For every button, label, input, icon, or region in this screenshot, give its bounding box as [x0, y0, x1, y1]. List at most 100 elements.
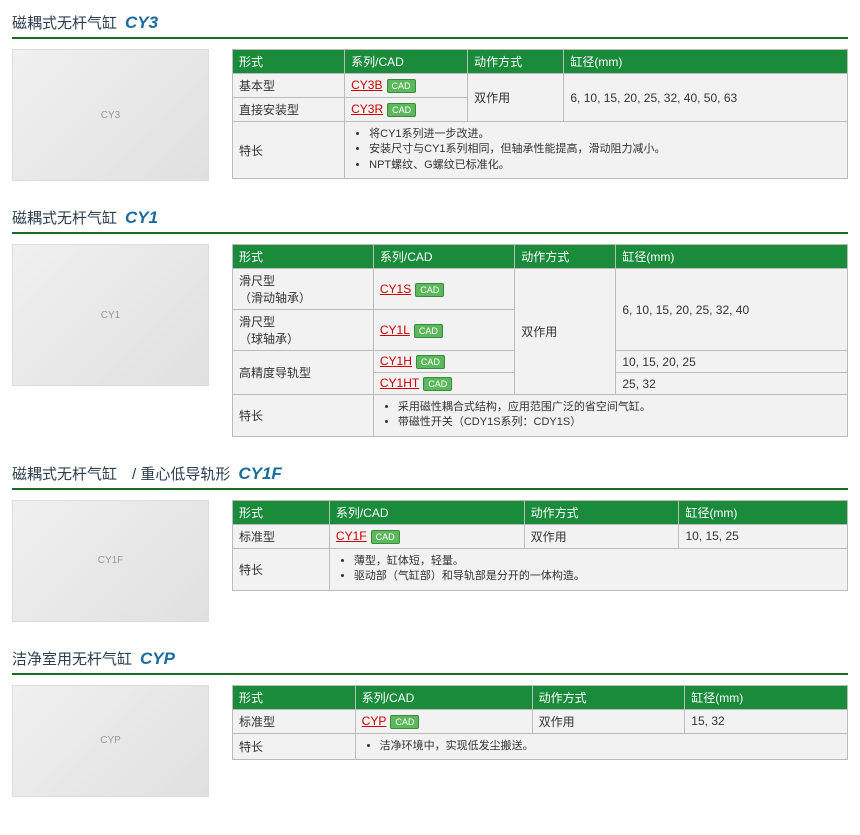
series-cell: CY1F CAD: [329, 524, 524, 548]
title-model: CY3: [125, 13, 158, 32]
column-header: 系列/CAD: [373, 245, 514, 269]
series-link[interactable]: CY3R: [351, 102, 383, 116]
bore-cell: 25, 32: [616, 373, 848, 395]
table-row: 滑尺型（滑动轴承）CY1SCAD双作用6, 10, 15, 20, 25, 32…: [233, 269, 848, 310]
column-header: 形式: [233, 500, 330, 524]
product-image: CY1F: [12, 500, 222, 622]
features-row: 特长薄型，缸体短，轻量。驱动部（气缸部）和导轨部是分开的一体构造。: [233, 548, 848, 590]
section-title: 洁净室用无杆气缸CYP: [12, 648, 848, 675]
column-header: 系列/CAD: [329, 500, 524, 524]
type-cell: 直接安装型: [233, 98, 345, 122]
series-cell: CY1S CAD: [373, 269, 514, 310]
action-cell: 双作用: [468, 74, 564, 122]
feature-item: 薄型，缸体短，轻量。: [354, 554, 841, 569]
product-section: 磁耦式无杆气缸CY3CY3形式系列/CAD动作方式缸径(mm)基本型CY3BCA…: [12, 12, 848, 181]
feature-item: 安装尺寸与CY1系列相同，但轴承性能提高，滑动阻力减小。: [369, 142, 841, 157]
column-header: 形式: [233, 50, 345, 74]
features-label: 特长: [233, 122, 345, 179]
cad-badge[interactable]: CAD: [415, 283, 444, 297]
features-label: 特长: [233, 395, 374, 437]
spec-table: 形式系列/CAD动作方式缸径(mm)标准型CY1FCAD双作用10, 15, 2…: [232, 500, 848, 591]
image-placeholder: CY3: [12, 49, 209, 181]
column-header: 缸径(mm): [685, 685, 848, 709]
series-link[interactable]: CYP: [362, 714, 387, 728]
column-header: 动作方式: [532, 685, 685, 709]
cad-badge[interactable]: CAD: [371, 530, 400, 544]
section-title: 磁耦式无杆气缸 CY3: [12, 12, 848, 39]
column-header: 动作方式: [515, 245, 616, 269]
section-title: 磁耦式无杆气缸 CY1: [12, 207, 848, 234]
column-header: 缸径(mm): [679, 500, 848, 524]
series-link[interactable]: CY3B: [351, 78, 382, 92]
features-label: 特长: [233, 733, 356, 759]
bore-cell: 10, 15, 25: [679, 524, 848, 548]
cad-badge[interactable]: CAD: [390, 715, 419, 729]
cad-badge[interactable]: CAD: [423, 377, 452, 391]
feature-item: 驱动部（气缸部）和导轨部是分开的一体构造。: [354, 569, 841, 584]
features-row: 特长采用磁性耦合式结构，应用范围广泛的省空间气缸。带磁性开关（CDY1S系列：C…: [233, 395, 848, 437]
content-row: CY3形式系列/CAD动作方式缸径(mm)基本型CY3BCAD双作用6, 10,…: [12, 49, 848, 181]
image-placeholder: CY1: [12, 244, 209, 386]
features-cell: 将CY1系列进一步改进。安装尺寸与CY1系列相同，但轴承性能提高，滑动阻力减小。…: [345, 122, 848, 179]
bore-cell: 6, 10, 15, 20, 25, 32, 40: [616, 269, 848, 351]
series-cell: CY3R CAD: [345, 98, 468, 122]
feature-item: NPT螺纹、G螺纹已标准化。: [369, 158, 841, 173]
cad-badge[interactable]: CAD: [387, 103, 416, 117]
feature-item: 带磁性开关（CDY1S系列：CDY1S）: [398, 415, 841, 430]
title-model: CY1: [125, 208, 158, 227]
feature-item: 将CY1系列进一步改进。: [369, 127, 841, 142]
image-placeholder: CY1F: [12, 500, 209, 622]
series-link[interactable]: CY1S: [380, 282, 411, 296]
series-link[interactable]: CY1L: [380, 323, 410, 337]
spec-table: 形式系列/CAD动作方式缸径(mm)滑尺型（滑动轴承）CY1SCAD双作用6, …: [232, 244, 848, 437]
title-model: CY1F: [238, 464, 281, 483]
series-cell: CY3B CAD: [345, 74, 468, 98]
action-cell: 双作用: [515, 269, 616, 395]
type-cell: 标准型: [233, 524, 330, 548]
column-header: 动作方式: [468, 50, 564, 74]
type-cell: 高精度导轨型: [233, 351, 374, 395]
column-header: 系列/CAD: [355, 685, 532, 709]
title-cn: 磁耦式无杆气缸: [12, 210, 117, 227]
section-title: 磁耦式无杆气缸 / 重心低导轨形CY1F: [12, 463, 848, 490]
cad-badge[interactable]: CAD: [416, 355, 445, 369]
type-cell: 标准型: [233, 709, 356, 733]
bore-cell: 6, 10, 15, 20, 25, 32, 40, 50, 63: [564, 74, 848, 122]
features-cell: 采用磁性耦合式结构，应用范围广泛的省空间气缸。带磁性开关（CDY1S系列：CDY…: [373, 395, 847, 437]
bore-cell: 10, 15, 20, 25: [616, 351, 848, 373]
cad-badge[interactable]: CAD: [414, 324, 443, 338]
series-cell: CYPCAD: [355, 709, 532, 733]
series-cell: CY1HT CAD: [373, 373, 514, 395]
column-header: 动作方式: [524, 500, 679, 524]
column-header: 形式: [233, 685, 356, 709]
content-row: CY1F形式系列/CAD动作方式缸径(mm)标准型CY1FCAD双作用10, 1…: [12, 500, 848, 622]
series-link[interactable]: CY1HT: [380, 376, 419, 390]
series-cell: CY1H CAD: [373, 351, 514, 373]
features-row: 特长将CY1系列进一步改进。安装尺寸与CY1系列相同，但轴承性能提高，滑动阻力减…: [233, 122, 848, 179]
title-cn: 磁耦式无杆气缸: [12, 15, 117, 32]
features-label: 特长: [233, 548, 330, 590]
type-cell: 滑尺型（滑动轴承）: [233, 269, 374, 310]
product-image: CY1: [12, 244, 222, 386]
product-section: 洁净室用无杆气缸CYPCYP形式系列/CAD动作方式缸径(mm)标准型CYPCA…: [12, 648, 848, 797]
product-section: 磁耦式无杆气缸 / 重心低导轨形CY1FCY1F形式系列/CAD动作方式缸径(m…: [12, 463, 848, 622]
series-cell: CY1L CAD: [373, 310, 514, 351]
cad-badge[interactable]: CAD: [387, 79, 416, 93]
features-cell: 薄型，缸体短，轻量。驱动部（气缸部）和导轨部是分开的一体构造。: [329, 548, 847, 590]
table-row: 标准型CY1FCAD双作用10, 15, 25: [233, 524, 848, 548]
action-cell: 双作用: [532, 709, 685, 733]
series-link[interactable]: CY1F: [336, 529, 367, 543]
title-cn: 洁净室用无杆气缸: [12, 651, 132, 668]
product-image: CYP: [12, 685, 222, 797]
column-header: 形式: [233, 245, 374, 269]
type-cell: 滑尺型（球轴承）: [233, 310, 374, 351]
column-header: 缸径(mm): [564, 50, 848, 74]
product-section: 磁耦式无杆气缸CY1CY1形式系列/CAD动作方式缸径(mm)滑尺型（滑动轴承）…: [12, 207, 848, 437]
features-row: 特长洁净环境中，实现低发尘搬送。: [233, 733, 848, 759]
image-placeholder: CYP: [12, 685, 209, 797]
product-image: CY3: [12, 49, 222, 181]
features-cell: 洁净环境中，实现低发尘搬送。: [355, 733, 847, 759]
type-cell: 基本型: [233, 74, 345, 98]
series-link[interactable]: CY1H: [380, 354, 412, 368]
feature-item: 采用磁性耦合式结构，应用范围广泛的省空间气缸。: [398, 400, 841, 415]
